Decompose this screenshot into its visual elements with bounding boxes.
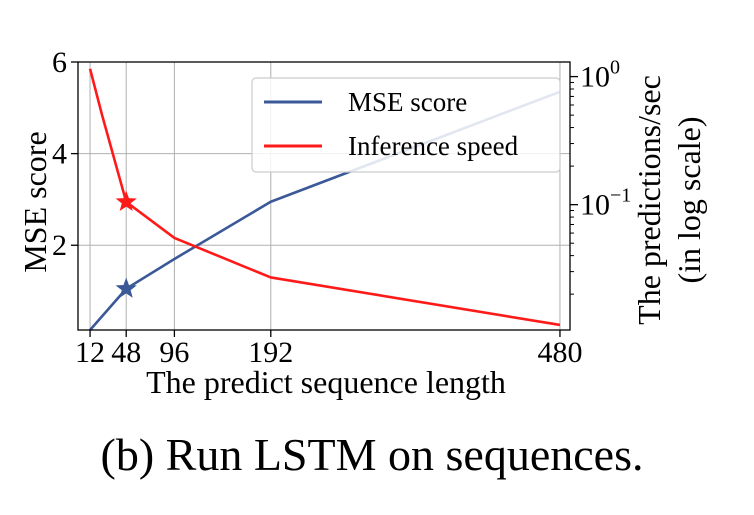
plot-frame [77, 61, 571, 331]
y-right-tick-label: 100 [580, 57, 620, 94]
ticks: 12 48 96 192 480 2 4 6 100 10−1 [52, 46, 631, 369]
legend: MSE score Inference speed [251, 77, 561, 173]
y-left-tick-label: 4 [52, 138, 67, 171]
x-axis-label: The predict sequence length [146, 364, 506, 400]
series-line-speed [88, 68, 561, 327]
y-right-tick-label: 10−1 [580, 185, 631, 222]
figure-caption: (b) Run LSTM on sequences. [101, 429, 644, 480]
y-left-tick-label: 2 [52, 229, 67, 262]
legend-box [251, 77, 561, 173]
y-axis-label-left: MSE score [17, 131, 53, 272]
x-tick-label: 48 [111, 336, 141, 369]
legend-label-mse: MSE score [348, 87, 467, 117]
y-axis-label-right-line2: (in log scale) [671, 116, 707, 283]
y-axis-label-right-line1: The predictions/sec [631, 75, 667, 325]
x-tick-label: 12 [75, 336, 105, 369]
x-tick-label: 480 [537, 336, 582, 369]
legend-label-speed: Inference speed [348, 131, 519, 161]
y-left-tick-label: 6 [52, 46, 67, 79]
x-tick-label: 96 [159, 336, 189, 369]
star-marker-speed [115, 190, 137, 211]
x-tick-label: 192 [248, 336, 293, 369]
star-marker-mse [115, 277, 137, 298]
